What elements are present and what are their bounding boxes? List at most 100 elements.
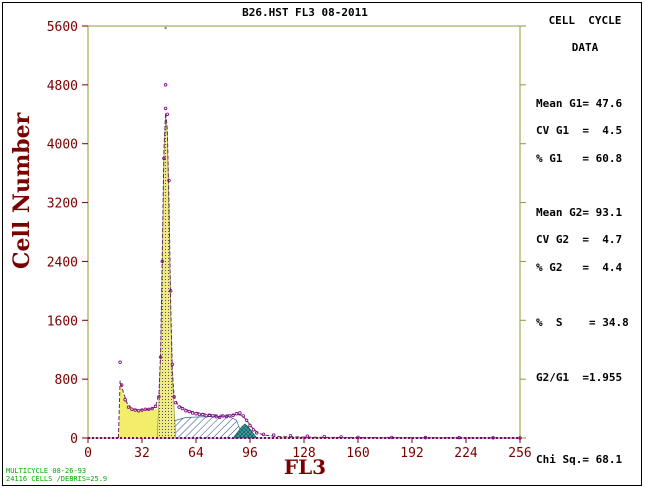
data-point [194,412,198,416]
x-tick-label: 64 [188,446,204,461]
x-tick-label: 128 [292,446,315,461]
data-point [244,418,249,423]
data-point [197,412,202,417]
data-point [163,106,168,111]
outer-frame [2,2,642,486]
stat-cv-g1: CV G1 = 4.5 [536,124,623,137]
stats-title-line2: DATA [571,41,599,54]
data-point [248,423,252,428]
data-point [120,383,124,387]
data-point [136,409,141,413]
y-tick-label: 4800 [47,79,78,94]
data-point [491,436,495,440]
model-fit-line [117,112,521,439]
data-point [174,400,178,405]
g1-peak-area [156,115,177,439]
data-point [143,407,148,412]
data-point [184,409,188,413]
footer-software-line: MULTICYCLE 08-26-93 [6,467,87,475]
stat-g2-g1-ratio: G2/G1 =1.955 [536,371,623,384]
data-point [153,404,158,409]
y-tick-label: 1600 [47,314,78,329]
data-point [457,435,461,440]
stat-chi-square: Chi Sq.= 68.1 [536,453,623,466]
x-axis-label: FL3 [283,455,327,479]
x-tick-label: 0 [84,446,92,461]
data-point [172,395,176,399]
x-tick-label: 192 [400,446,423,461]
data-point [180,406,185,411]
data-point [170,362,175,367]
data-point [288,434,293,438]
data-point [271,433,276,437]
data-point-outlier [163,83,168,87]
stat-pct-g1: % G1 = 60.8 [536,152,623,165]
stat-pct-s: % S = 34.8 [536,316,629,329]
x-tick-label: 224 [454,446,478,461]
y-tick-label: 4000 [47,138,78,153]
x-tick-label: 160 [346,446,369,461]
data-point [118,360,122,364]
data-point [228,414,232,418]
footer-cells-line: 24116 CELLS /DEBRIS=25.9 [6,475,108,483]
data-point [234,412,239,416]
chart-title: B26.HST FL3 08-2011 [242,6,368,19]
stat-pct-g2: % G2 = 4.4 [536,261,623,274]
y-tick-label: 5600 [47,20,78,35]
data-point [356,435,360,439]
stat-cv-g2: CV G2 = 4.7 [536,233,623,246]
data-point [339,435,343,439]
data-point [261,432,266,437]
data-point [157,395,161,399]
data-point [140,408,144,412]
y-tick-label: 0 [70,432,78,447]
data-point [126,405,131,409]
data-point [224,414,229,419]
x-tick-label: 96 [242,446,258,461]
stats-title-line1: CELL CYCLE [548,14,622,27]
stat-mean-g1: Mean G1= 47.6 [536,97,623,110]
x-tick-label: 256 [508,446,531,461]
data-point [214,414,218,419]
data-point [423,435,428,440]
data-point [130,407,134,412]
data-point [190,411,195,415]
data-point [238,411,242,415]
data-point [147,407,151,412]
data-point [162,156,166,161]
data-point [217,415,222,420]
data-point [133,408,137,412]
data-point [204,414,208,418]
plot-frame [87,25,521,439]
data-point [187,409,191,414]
data-point [305,434,310,438]
data-point [201,412,205,417]
data-point [518,436,522,440]
data-point [165,112,170,116]
data-point [211,414,215,418]
y-tick-label: 2400 [47,255,78,270]
data-point [207,413,212,417]
data-point [390,435,394,440]
data-point [241,414,245,418]
y-tick-label: 3200 [47,197,78,212]
data-point-top-marker [164,26,167,30]
data-point [231,413,235,417]
x-tick-label: 32 [134,446,150,461]
y-axis-label: Cell Number [9,112,35,269]
data-point [158,355,163,359]
debris-area [118,382,161,438]
data-point [150,406,154,411]
data-point [167,178,171,183]
y-tick-label: 800 [55,373,78,388]
data-point [177,405,181,409]
stat-mean-g2: Mean G2= 93.1 [536,206,623,219]
data-point [168,289,173,293]
data-point [123,398,127,402]
data-point [221,414,225,418]
data-point [255,431,259,435]
data-point [251,428,256,432]
data-point [160,259,164,264]
